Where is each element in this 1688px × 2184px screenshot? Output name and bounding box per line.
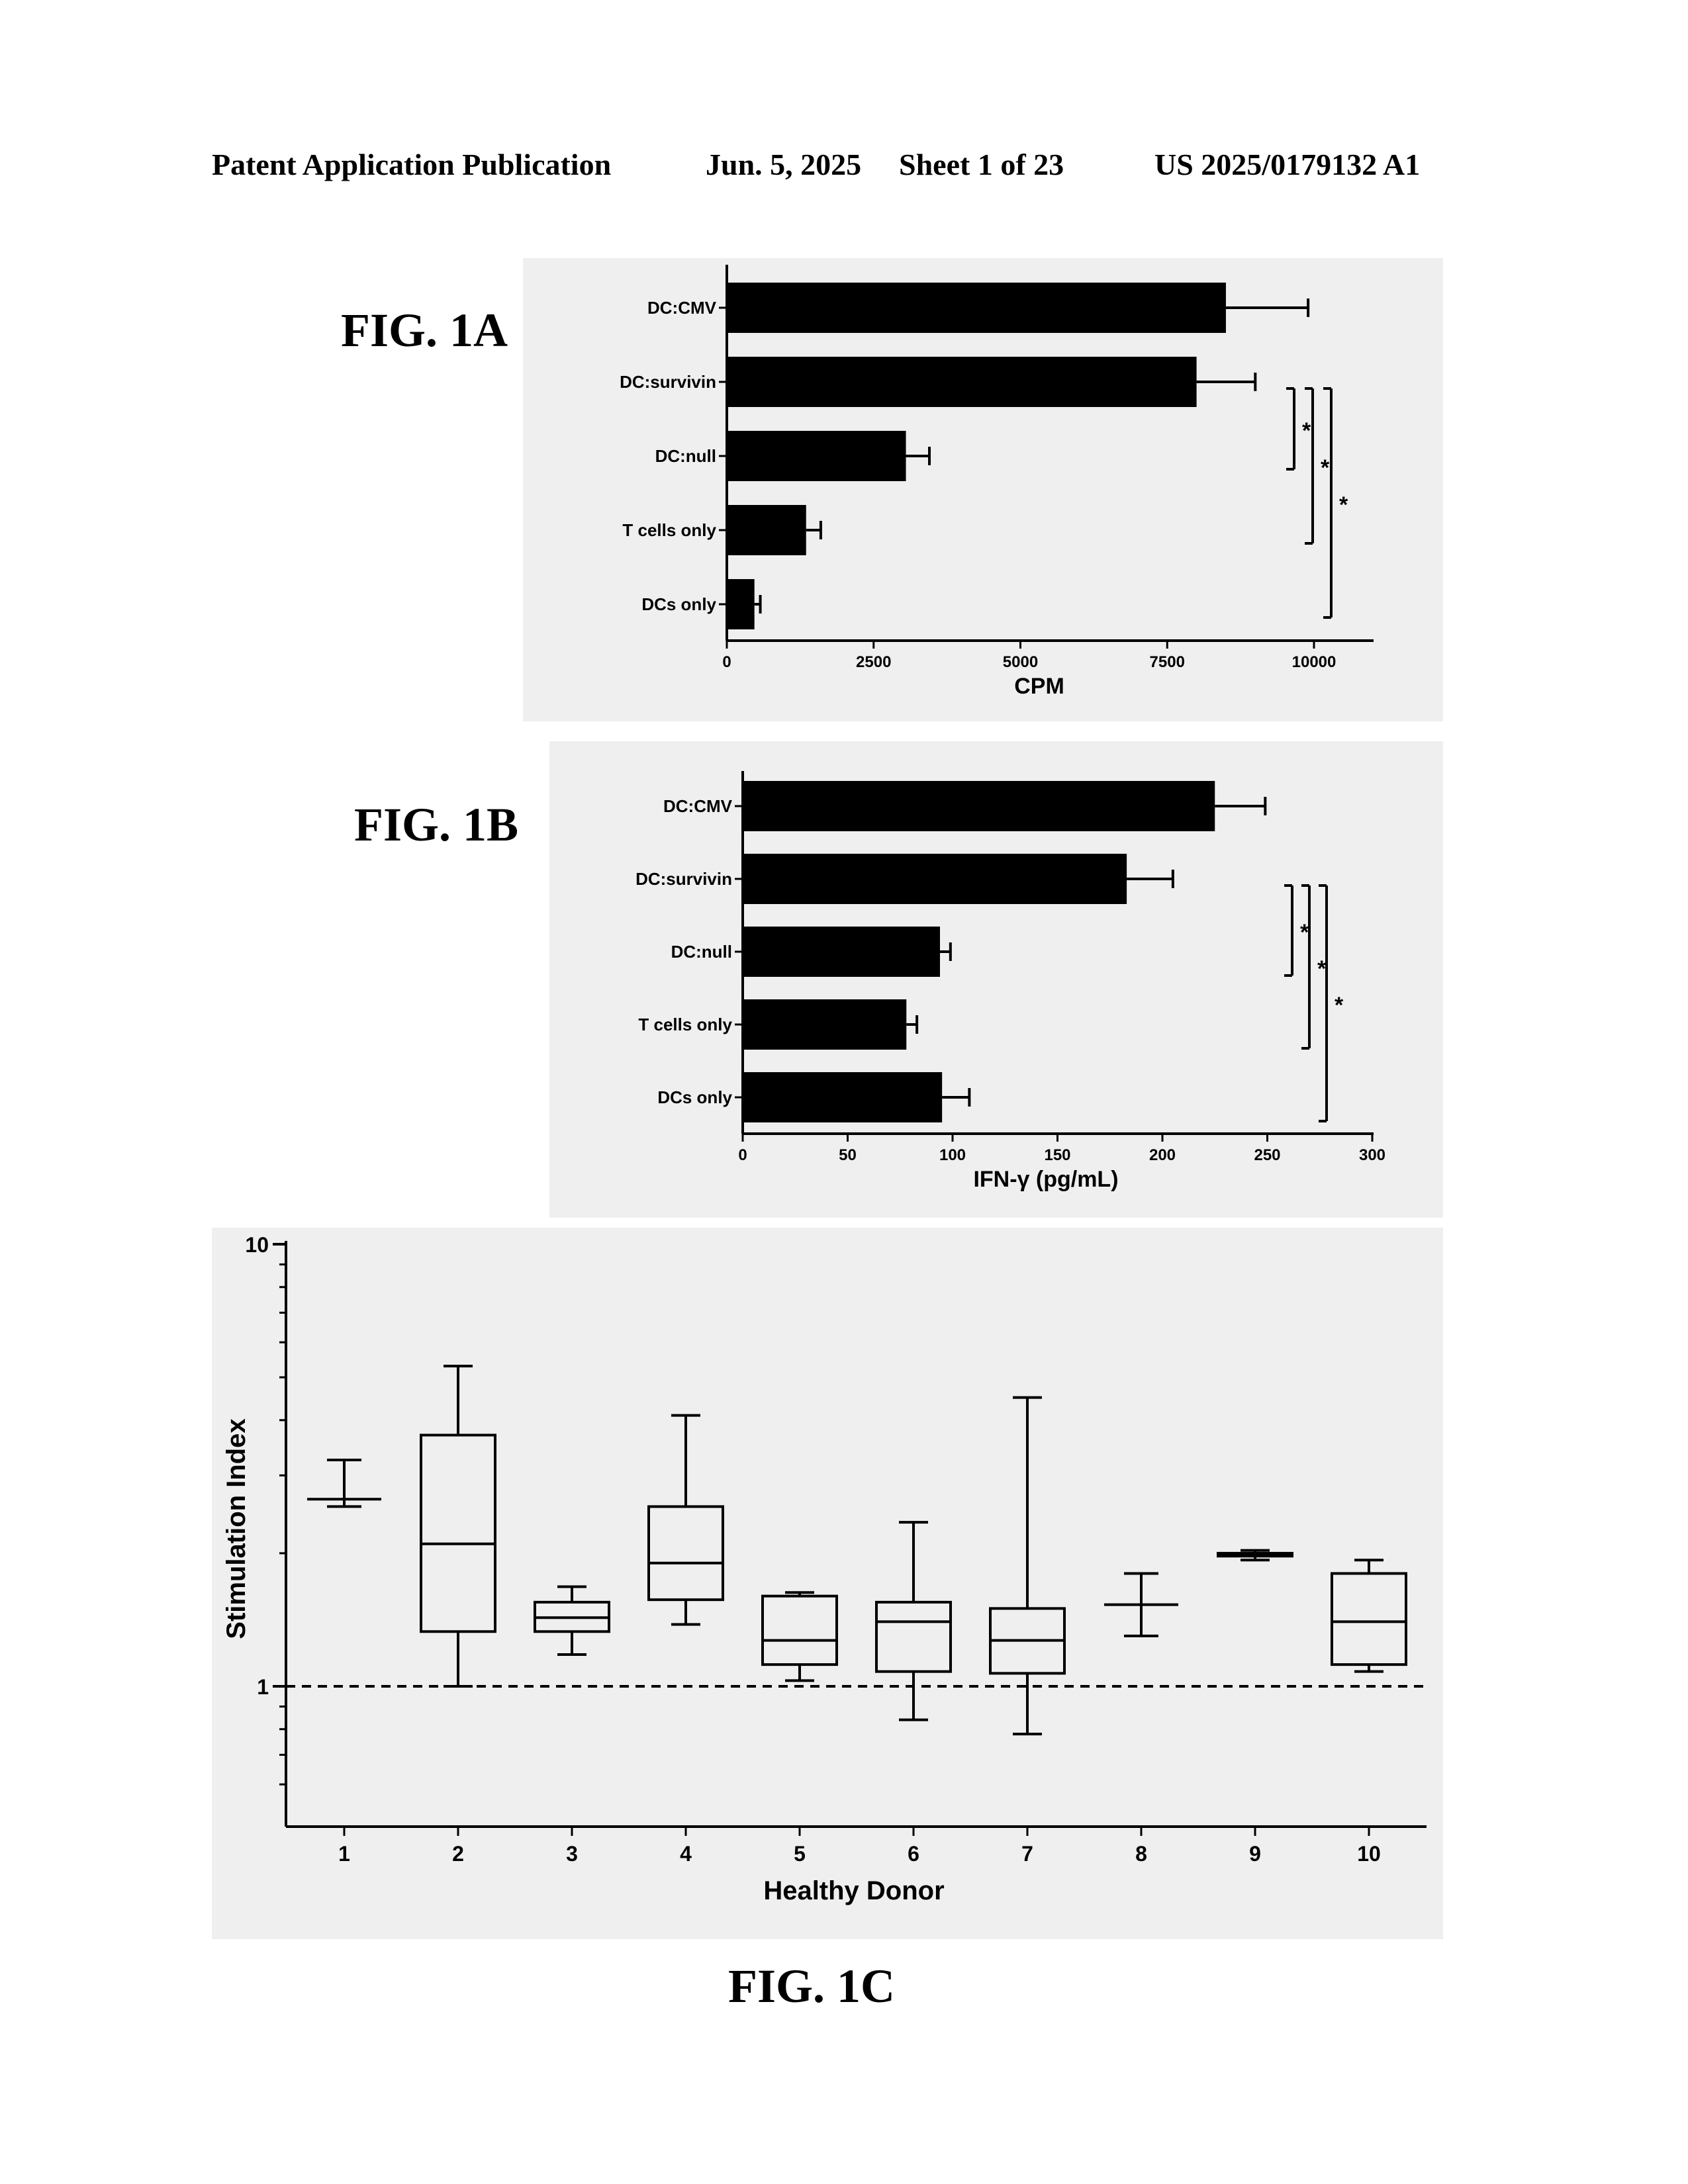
fig1a-bar (727, 505, 806, 555)
fig1a-x-tick-label: 5000 (1003, 653, 1038, 671)
panel-c-background (212, 1228, 1443, 1939)
fig1a-category-label: DC:CMV (647, 298, 717, 318)
fig1c-x-tick-label: 10 (1357, 1842, 1381, 1866)
fig1c-x-axis-title: Healthy Donor (763, 1876, 944, 1905)
fig1a-category-label: DC:null (655, 446, 716, 466)
fig1b-x-tick-label: 100 (939, 1146, 966, 1164)
fig1b-bar (743, 1072, 942, 1122)
fig1c-y-tick-label: 10 (245, 1233, 269, 1257)
fig1a-x-tick-label: 2500 (856, 653, 891, 671)
fig1b-significance-label: * (1317, 956, 1327, 981)
fig1c-x-tick-label: 9 (1249, 1842, 1261, 1866)
fig1a-significance-label: * (1321, 455, 1330, 480)
fig1b-bar (743, 999, 906, 1050)
fig1a-x-tick-label: 10000 (1292, 653, 1336, 671)
fig1b-category-label: DC:CMV (663, 796, 733, 816)
fig1b-bar (743, 927, 940, 977)
fig1c-x-tick-label: 3 (566, 1842, 578, 1866)
fig1c-x-tick-label: 4 (680, 1842, 692, 1866)
fig1a-category-label: DC:survivin (620, 372, 716, 392)
fig1a-significance-label: * (1302, 418, 1311, 443)
fig1b-category-label: DCs only (657, 1087, 732, 1107)
fig1a-bar (727, 357, 1197, 407)
fig1a-category-label: T cells only (622, 520, 716, 540)
fig1a-x-tick-label: 0 (722, 653, 731, 671)
fig1a-bar (727, 431, 906, 481)
fig1b-category-label: T cells only (638, 1015, 732, 1034)
fig1a-category-label: DCs only (641, 594, 716, 614)
fig1c-x-tick-label: 1 (338, 1842, 350, 1866)
fig1c-x-tick-label: 5 (794, 1842, 806, 1866)
fig1c-x-tick-label: 7 (1021, 1842, 1033, 1866)
fig1b-x-tick-label: 300 (1359, 1146, 1385, 1164)
fig1b-significance-label: * (1300, 920, 1309, 945)
fig1a-x-axis-title: CPM (1014, 674, 1064, 699)
fig1b-x-tick-label: 150 (1044, 1146, 1070, 1164)
fig1c-y-tick-label: 1 (257, 1675, 269, 1699)
fig1b-x-tick-label: 200 (1149, 1146, 1176, 1164)
fig1c-y-axis-title: Stimulation Index (222, 1418, 251, 1639)
fig1a-x-tick-label: 7500 (1150, 653, 1185, 671)
fig1c-x-tick-label: 2 (452, 1842, 464, 1866)
fig1c-x-tick-label: 8 (1135, 1842, 1147, 1866)
fig1a-bar (727, 579, 755, 629)
fig1b-x-axis-title: IFN-γ (pg/mL) (973, 1167, 1118, 1192)
fig1b-bar (743, 854, 1127, 904)
fig1a-significance-label: * (1339, 492, 1348, 518)
fig1b-bar (743, 781, 1215, 831)
fig1b-significance-label: * (1335, 993, 1344, 1018)
fig1b-category-label: DC:survivin (635, 869, 732, 889)
fig1c-x-tick-label: 6 (908, 1842, 919, 1866)
fig1b-x-tick-label: 0 (738, 1146, 747, 1164)
fig1a-bar (727, 283, 1226, 333)
fig1b-x-tick-label: 250 (1254, 1146, 1280, 1164)
fig1b-x-tick-label: 50 (839, 1146, 857, 1164)
fig1b-category-label: DC:null (671, 942, 732, 962)
